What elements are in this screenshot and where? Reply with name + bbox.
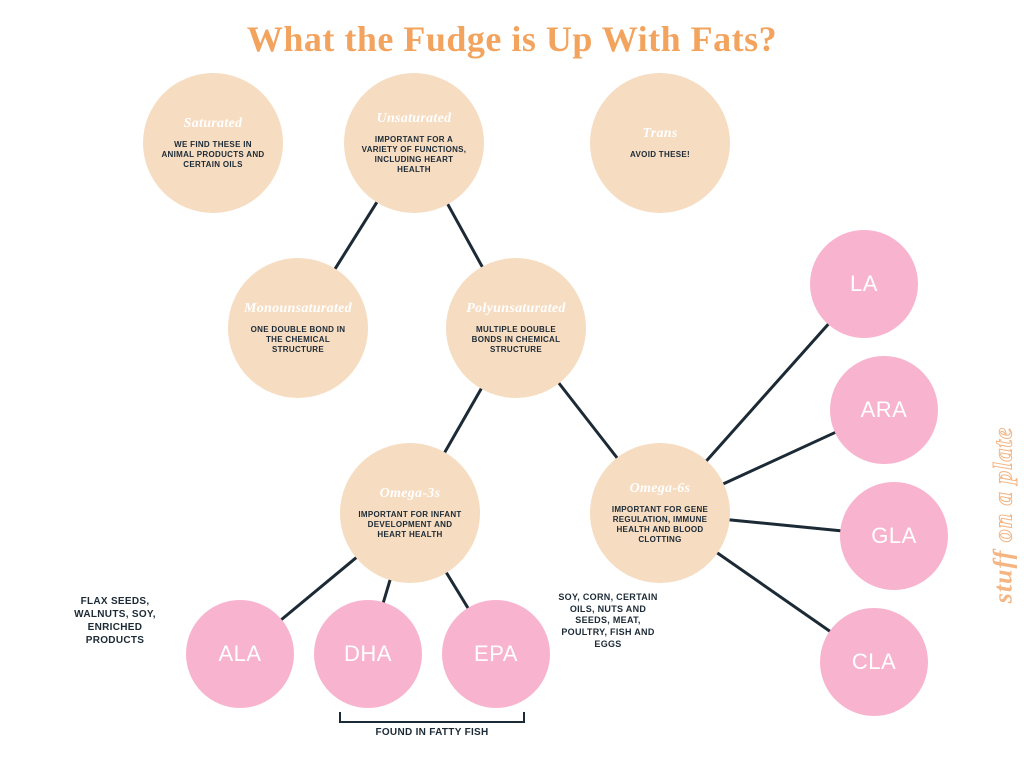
leaf-label: CLA [852, 649, 896, 675]
node-heading: Unsaturated [377, 111, 452, 127]
node-epa: EPA [442, 600, 550, 708]
node-omega3: Omega-3s IMPORTANT FOR INFANT DEVELOPMEN… [340, 443, 480, 583]
node-cla: CLA [820, 608, 928, 716]
node-saturated: Saturated WE FIND THESE IN ANIMAL PRODUC… [143, 73, 283, 213]
node-heading: Omega-3s [380, 486, 441, 502]
node-desc: IMPORTANT FOR GENE REGULATION, IMMUNE HE… [604, 505, 716, 545]
label-omega6-sources: SOY, CORN, CERTAIN OILS, NUTS AND SEEDS,… [552, 592, 664, 650]
node-heading: Polyunsaturated [466, 301, 565, 317]
leaf-label: GLA [871, 523, 917, 549]
leaf-label: DHA [344, 641, 392, 667]
node-heading: Saturated [184, 116, 243, 132]
node-trans: Trans AVOID THESE! [590, 73, 730, 213]
leaf-label: EPA [474, 641, 518, 667]
brand-vertical: stuff on a plate [989, 427, 1019, 604]
node-heading: Omega-6s [630, 481, 691, 497]
node-desc: IMPORTANT FOR INFANT DEVELOPMENT AND HEA… [354, 510, 466, 540]
page-title: What the Fudge is Up With Fats? [0, 18, 1024, 60]
node-desc: MULTIPLE DOUBLE BONDS IN CHEMICAL STRUCT… [460, 325, 572, 355]
label-dha-epa-sources: FOUND IN FATTY FISH [372, 726, 492, 739]
node-desc: WE FIND THESE IN ANIMAL PRODUCTS AND CER… [157, 140, 269, 170]
node-heading: Trans [642, 126, 677, 142]
node-ala: ALA [186, 600, 294, 708]
node-desc: IMPORTANT FOR A VARIETY OF FUNCTIONS, IN… [358, 135, 470, 175]
node-desc: AVOID THESE! [630, 150, 690, 160]
node-unsaturated: Unsaturated IMPORTANT FOR A VARIETY OF F… [344, 73, 484, 213]
node-la: LA [810, 230, 918, 338]
leaf-label: ALA [218, 641, 261, 667]
brand-light: stuff [989, 542, 1018, 603]
node-desc: ONE DOUBLE BOND IN THE CHEMICAL STRUCTUR… [242, 325, 354, 355]
node-poly: Polyunsaturated MULTIPLE DOUBLE BONDS IN… [446, 258, 586, 398]
node-omega6: Omega-6s IMPORTANT FOR GENE REGULATION, … [590, 443, 730, 583]
node-heading: Monounsaturated [244, 301, 352, 317]
brand-outline: on a plate [989, 427, 1018, 542]
leaf-label: ARA [861, 397, 908, 423]
node-mono: Monounsaturated ONE DOUBLE BOND IN THE C… [228, 258, 368, 398]
label-ala-sources: FLAX SEEDS, WALNUTS, SOY, ENRICHED PRODU… [60, 595, 170, 647]
leaf-label: LA [850, 271, 878, 297]
node-dha: DHA [314, 600, 422, 708]
node-ara: ARA [830, 356, 938, 464]
node-gla: GLA [840, 482, 948, 590]
